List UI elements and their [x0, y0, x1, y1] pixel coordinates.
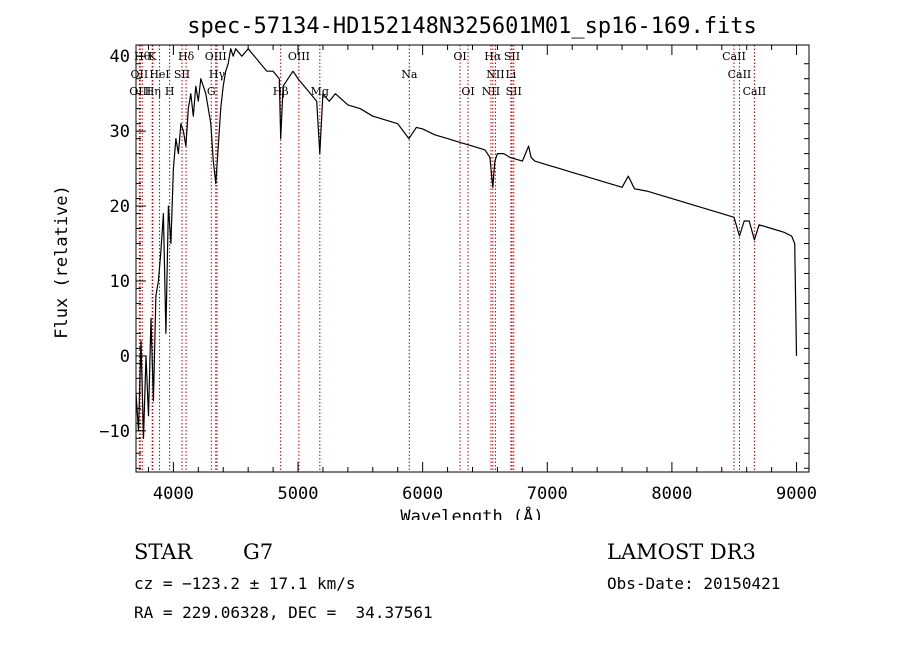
x-tick-label: 9000	[776, 484, 817, 504]
line-marker-label-21: Mg	[311, 85, 329, 98]
line-marker-label-26: CaII	[743, 85, 767, 98]
x-tick-label: 8000	[651, 484, 692, 504]
y-axis-ticks: −10 0 10 20 30 40	[99, 47, 809, 469]
line-marker-label-14: Li	[505, 68, 516, 81]
line-marker-label-2: Hδ	[178, 50, 195, 63]
line-marker-label-15: CaII	[728, 68, 752, 81]
line-marker-label-16: OIII	[129, 85, 151, 98]
y-tick-label: 10	[110, 272, 130, 292]
x-tick-label: 6000	[402, 484, 443, 504]
line-marker-label-4: OIII	[288, 50, 310, 63]
line-marker-label-1: K	[148, 50, 157, 63]
x-tick-label: 7000	[527, 484, 568, 504]
line-marker-label-11: SII	[174, 68, 190, 81]
line-markers	[138, 45, 755, 472]
line-marker-label-24: NII	[482, 85, 500, 98]
line-marker-label-5: OI	[453, 50, 466, 63]
chart-title: spec-57134-HD152148N325601M01_sp16-169.f…	[187, 14, 757, 39]
line-marker-label-20: Hβ	[273, 85, 289, 98]
y-tick-label: −10	[99, 422, 130, 442]
spectrum-chart: spec-57134-HD152148N325601M01_sp16-169.f…	[52, 14, 817, 520]
y-axis-label: Flux (relative)	[52, 185, 72, 339]
coordinates-readout: RA = 229.06328, DEC = 34.37561	[134, 603, 433, 622]
x-tick-label: 5000	[278, 484, 319, 504]
x-axis-label: Wavelength (Å)	[400, 505, 543, 520]
redshift-readout: cz = −123.2 ± 17.1 km/s	[134, 574, 356, 593]
y-tick-label: 20	[110, 197, 130, 217]
object-class: STAR	[134, 540, 193, 564]
observation-date: Obs-Date: 20150421	[607, 574, 781, 593]
x-tick-label: 4000	[153, 484, 194, 504]
line-marker-label-23: OI	[461, 85, 474, 98]
line-marker-label-3: OIII	[205, 50, 227, 63]
y-tick-label: 30	[110, 122, 130, 142]
plot-frame	[135, 44, 810, 473]
line-marker-label-6: Hα	[484, 50, 502, 63]
line-marker-label-17: Hη	[145, 85, 161, 98]
line-marker-label-12: Hγ	[209, 68, 226, 81]
flux-series-line	[135, 48, 798, 439]
y-tick-label: 0	[120, 347, 130, 367]
line-marker-label-18: H	[165, 85, 175, 98]
x-axis-ticks: 4000 5000 6000 7000 8000 9000	[147, 45, 817, 504]
survey-name: LAMOST DR3	[607, 540, 756, 564]
line-marker-label-8: CaII	[722, 50, 746, 63]
line-marker-label-25: SII	[506, 85, 522, 98]
y-tick-label: 40	[110, 47, 130, 67]
line-marker-label-7: SII	[504, 50, 520, 63]
line-marker-label-19: G	[207, 85, 216, 98]
line-marker-label-13: NII	[486, 68, 504, 81]
spectral-subclass: G7	[243, 540, 274, 564]
line-marker-label-9: OII	[131, 68, 149, 81]
line-marker-label-10: HeI	[149, 68, 169, 81]
line-marker-label-22: Na	[401, 68, 418, 81]
